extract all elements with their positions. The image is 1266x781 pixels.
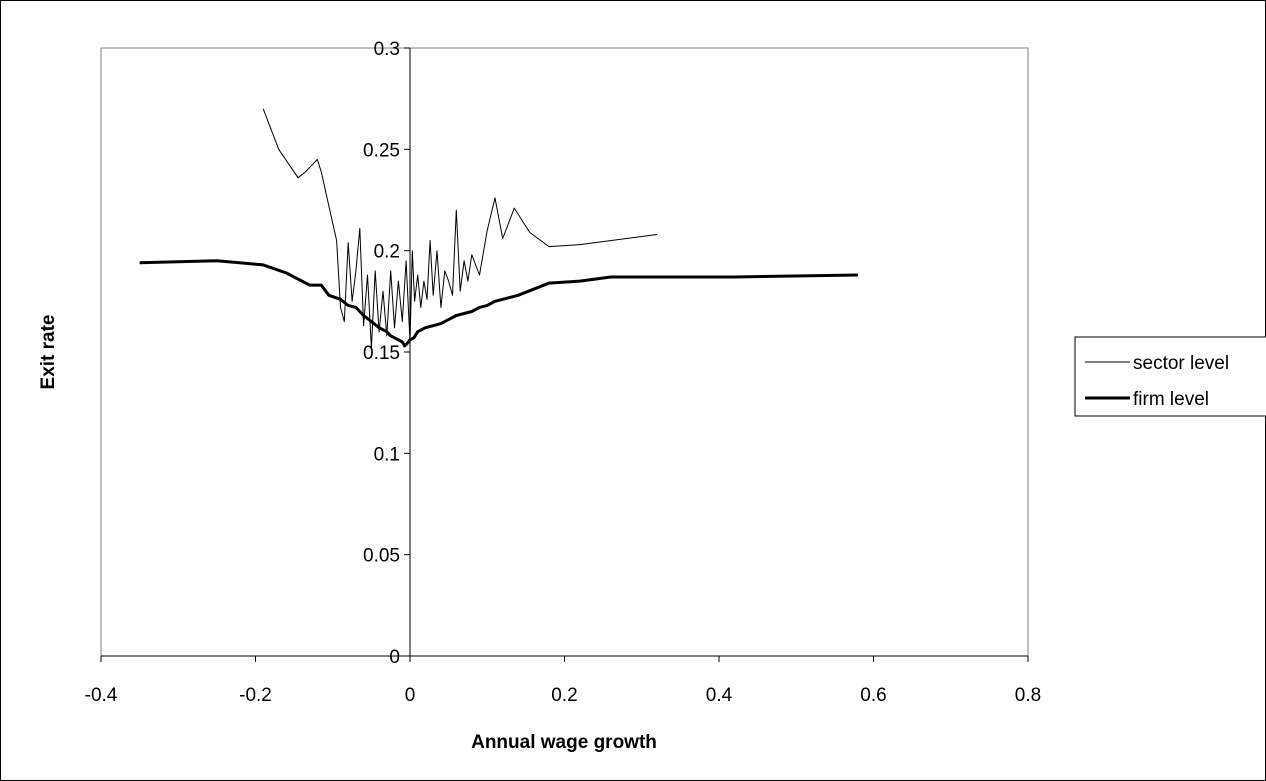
- legend-label-firm-level: firm level: [1133, 389, 1209, 410]
- x-tick-label: 0.2: [551, 685, 577, 706]
- series-line-firm-level: [139, 259, 859, 348]
- y-tick-label: 0: [389, 647, 400, 668]
- x-tick-label: 0.6: [860, 685, 886, 706]
- tick-labels: -0.4 -0.2 0 0.2 0.4 0.6 0.8 0 0.05 0.1 0.15 0.2 0.25…: [85, 39, 1042, 706]
- x-tick-label: 0: [405, 685, 416, 706]
- legend-box: [1074, 336, 1266, 417]
- y-axis-title: Exit rate: [38, 315, 59, 390]
- x-tick-label: -0.4: [85, 685, 118, 706]
- y-tick-label: 0.2: [374, 242, 400, 263]
- axes: [100, 47, 1029, 662]
- x-tick-label: 0.4: [706, 685, 733, 706]
- legend-label-sector-level: sector level: [1133, 353, 1229, 374]
- x-tick-label: 0.8: [1015, 685, 1041, 706]
- x-axis-title: Annual wage growth: [471, 732, 657, 753]
- y-tick-label: 0.05: [363, 546, 400, 567]
- legend: sector level firm level: [1074, 336, 1266, 417]
- y-tick-label: 0.1: [374, 444, 400, 465]
- series-layer: [139, 108, 859, 349]
- x-tick-label: -0.2: [239, 685, 272, 706]
- y-tick-label: 0.3: [374, 39, 400, 60]
- series-line-sector-level: [262, 108, 658, 349]
- plot-area: [100, 47, 1029, 657]
- y-tick-label: 0.25: [363, 140, 400, 161]
- y-tick-label: 0.15: [363, 343, 400, 364]
